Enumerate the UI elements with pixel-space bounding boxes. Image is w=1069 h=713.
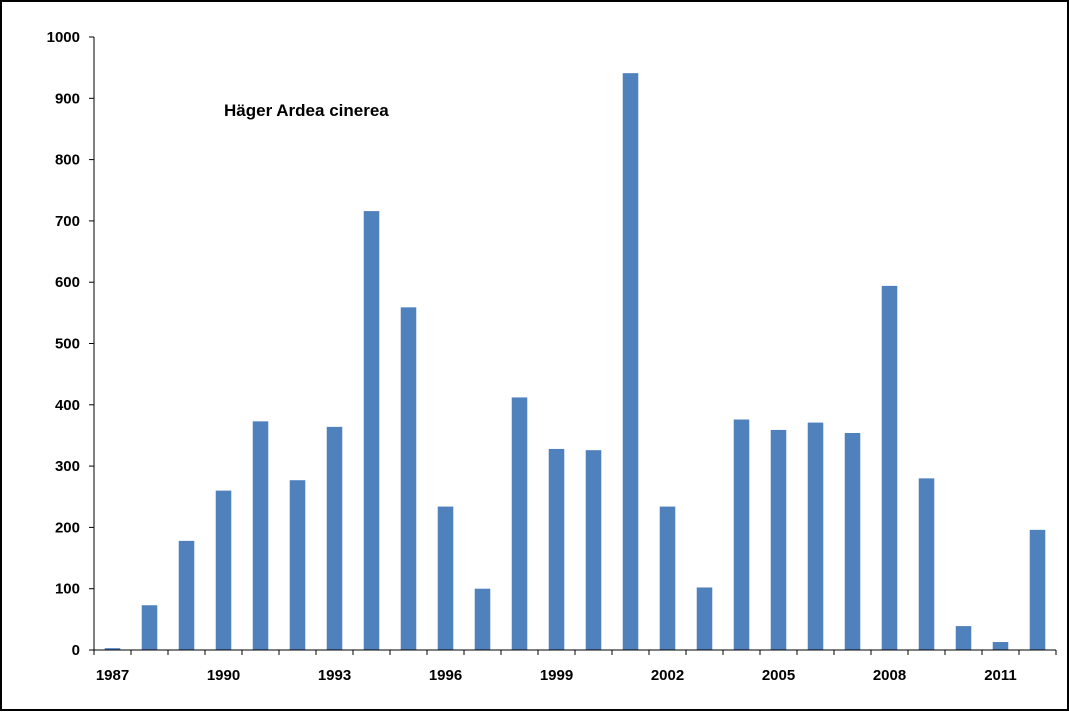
bar-1990 (215, 490, 232, 650)
bar-1996 (437, 506, 454, 650)
bar-2007 (844, 432, 861, 650)
bar-2005 (770, 429, 787, 650)
x-axis-ticks: 1987 1990 1993 1996 1999 2002 2005 2008 2011 (93, 650, 1057, 684)
x-tick-label: 2005 (762, 667, 795, 684)
bar-1998 (511, 397, 528, 650)
bar-1987 (104, 648, 121, 650)
x-tick-label: 1987 (96, 667, 129, 684)
bar-2008 (881, 285, 898, 650)
bar-1995 (400, 307, 417, 650)
bar-2011 (992, 642, 1009, 650)
bar-1991 (252, 421, 269, 650)
bar-1999 (548, 448, 565, 650)
x-tick-label: 2011 (984, 667, 1017, 684)
bar-2004 (733, 419, 750, 650)
bar-2012 (1029, 529, 1046, 650)
x-tick-label: 1993 (318, 667, 351, 684)
y-axis-ticks: 0 100 200 300 400 500 600 700 800 900 1000 (47, 29, 94, 659)
bar-1989 (178, 540, 195, 650)
bar-2010 (955, 626, 972, 650)
bar-2003 (696, 587, 713, 650)
y-tick-label: 0 (72, 642, 80, 659)
y-tick-label: 1000 (47, 29, 80, 46)
y-tick-label: 400 (55, 397, 80, 414)
bar-1997 (474, 588, 491, 650)
bars (104, 73, 1046, 651)
chart-title: Häger Ardea cinerea (224, 101, 389, 120)
bar-1992 (289, 480, 306, 650)
y-tick-label: 500 (55, 336, 80, 353)
y-tick-label: 100 (55, 581, 80, 598)
bar-1994 (363, 211, 380, 651)
bar-2006 (807, 422, 824, 650)
y-tick-label: 800 (55, 152, 80, 169)
bar-2009 (918, 478, 935, 650)
bar-1988 (141, 605, 158, 650)
y-tick-label: 900 (55, 90, 80, 107)
y-tick-label: 700 (55, 213, 80, 230)
y-tick-label: 200 (55, 519, 80, 536)
y-tick-label: 300 (55, 458, 80, 475)
bar-2000 (585, 450, 602, 650)
x-tick-label: 1990 (207, 667, 240, 684)
bar-2001 (622, 73, 639, 651)
x-tick-label: 2008 (873, 667, 906, 684)
x-tick-label: 1999 (540, 667, 573, 684)
x-tick-label: 2002 (651, 667, 684, 684)
bar-2002 (659, 506, 676, 650)
x-tick-label: 1996 (429, 667, 462, 684)
bar-1993 (326, 426, 343, 650)
y-tick-label: 600 (55, 274, 80, 291)
